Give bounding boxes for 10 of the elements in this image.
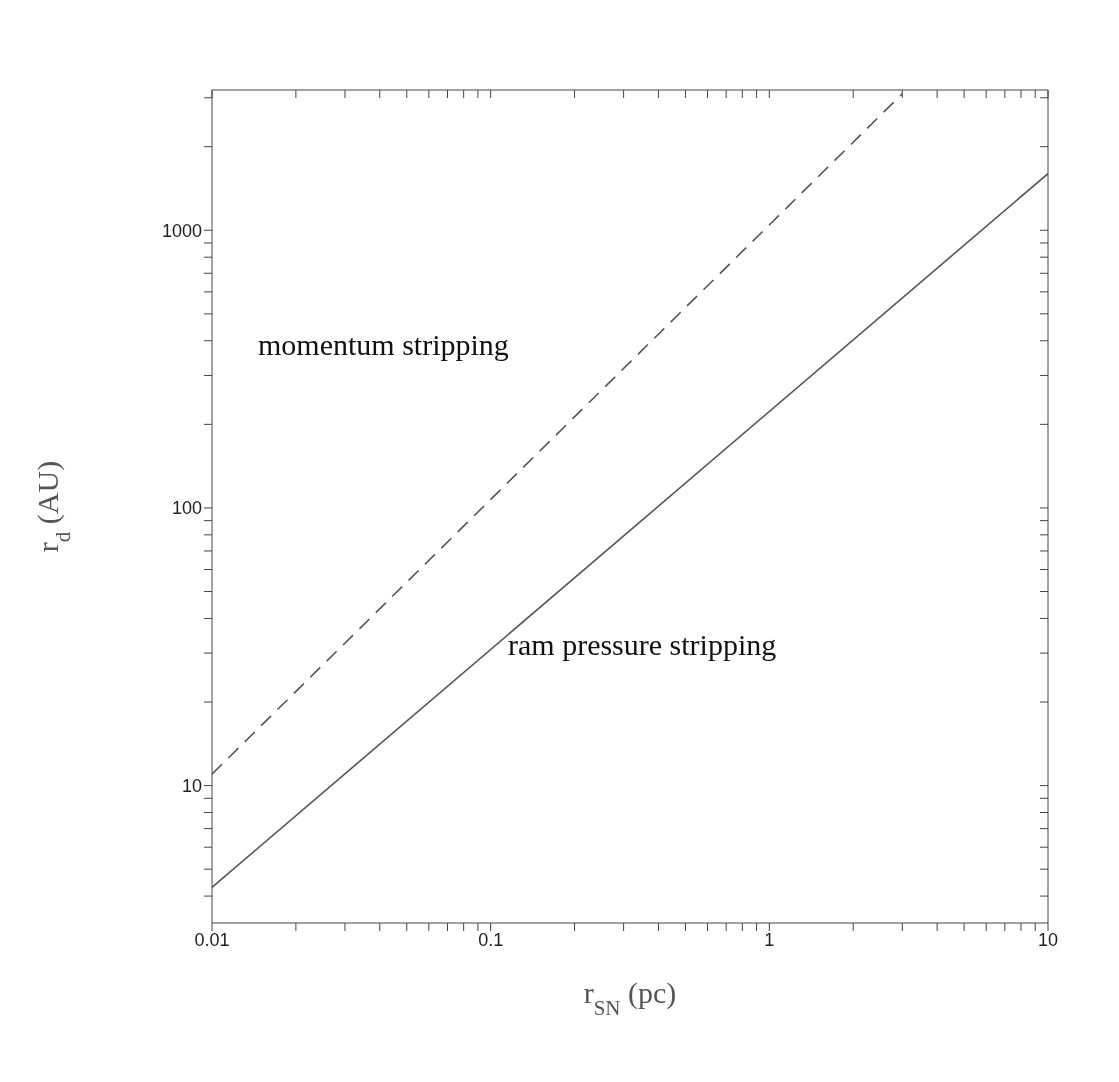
x-tick-label: 10 xyxy=(1037,929,1059,950)
x-tick-label: 0.01 xyxy=(194,929,230,950)
x-tick-label: 1 xyxy=(764,929,775,950)
x-axis-title: r$_{SN}$ (pc) xyxy=(583,976,677,1020)
y-tick-label: 100 xyxy=(171,498,202,519)
annotation: momentum stripping xyxy=(258,328,509,362)
annotation: ram pressure stripping xyxy=(508,628,777,662)
y-tick-label: 1000 xyxy=(161,220,202,241)
x-tick-label: 0.1 xyxy=(478,929,504,950)
y-tick-label: 10 xyxy=(181,775,202,796)
